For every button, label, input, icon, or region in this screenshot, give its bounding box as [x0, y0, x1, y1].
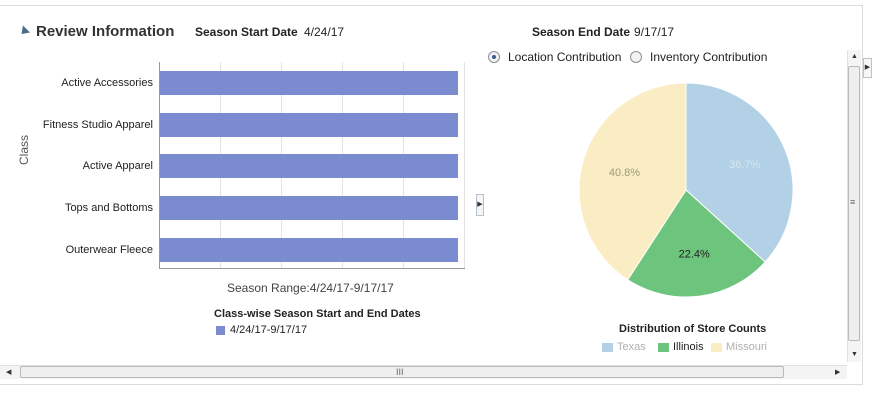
section-title: Review Information	[36, 23, 175, 40]
pie-slice-illinois[interactable]	[627, 189, 766, 298]
location-contribution-label[interactable]: Location Contribution	[508, 50, 622, 64]
pie-legend-label-illinois[interactable]: Illinois	[673, 341, 704, 353]
horizontal-grip-icon: III	[396, 367, 404, 377]
inventory-contribution-label[interactable]: Inventory Contribution	[650, 50, 768, 64]
pie-legend-swatch-missouri	[711, 343, 722, 352]
panel-top-border	[0, 5, 862, 6]
bar-tops-and-bottoms[interactable]	[160, 196, 458, 220]
season-start-value: 4/24/17	[304, 25, 345, 39]
vertical-scrollbar-thumb[interactable]	[848, 66, 860, 341]
pie-chart: 36.7% 22.4% 40.8%	[578, 82, 794, 298]
panel-bottom-border	[0, 384, 862, 385]
inventory-contribution-radio[interactable]	[630, 51, 642, 63]
bar-outerwear-fleece[interactable]	[160, 238, 458, 262]
bar-fitness-studio-apparel[interactable]	[160, 113, 458, 137]
pie-legend-swatch-texas	[602, 343, 613, 352]
season-end-value: 9/17/17	[634, 25, 675, 39]
bar-chart-y-axis-line	[159, 62, 160, 269]
bar-active-accessories[interactable]	[160, 71, 458, 95]
scroll-right-icon[interactable]: ▶	[835, 369, 841, 376]
bar-chart-x-axis-line	[159, 268, 465, 269]
pie-chart-title: Distribution of Store Counts	[619, 323, 767, 335]
bar-category-label: Outerwear Fleece	[65, 244, 153, 256]
bar-chart-plot-area	[159, 62, 465, 269]
scroll-down-icon[interactable]: ▼	[851, 351, 858, 358]
bar-active-apparel[interactable]	[160, 154, 458, 178]
panel-splitter-button[interactable]: ▶	[476, 194, 484, 216]
bar-category-label: Tops and Bottoms	[64, 202, 153, 214]
pie-legend-swatch-illinois	[658, 343, 669, 352]
bar-chart-x-axis-title: Season Range:4/24/17-9/17/17	[227, 281, 394, 295]
pie-slice-missouri[interactable]	[578, 82, 687, 281]
bar-legend-label[interactable]: 4/24/17-9/17/17	[230, 324, 308, 336]
pie-slice-label-missouri: 40.8%	[609, 167, 640, 179]
pie-slice-label-illinois: 22.4%	[679, 249, 710, 261]
panel-right-border	[862, 5, 863, 385]
bar-legend-title: Class-wise Season Start and End Dates	[214, 308, 421, 320]
vertical-grip-icon: ≡	[850, 197, 856, 207]
scroll-left-icon[interactable]: ◀	[6, 369, 12, 376]
location-contribution-radio[interactable]	[488, 51, 500, 63]
horizontal-scrollbar-thumb[interactable]	[20, 366, 784, 378]
pie-slice-texas[interactable]	[685, 82, 794, 263]
pie-legend-label-texas[interactable]: Texas	[617, 341, 646, 353]
collapse-triangle-icon[interactable]	[17, 25, 31, 38]
bar-legend-swatch	[216, 326, 225, 335]
season-end-label: Season End Date	[532, 25, 631, 39]
season-start-label: Season Start Date	[195, 25, 298, 39]
side-expand-button[interactable]: ▶	[863, 58, 872, 78]
scroll-up-icon[interactable]: ▲	[851, 53, 858, 60]
bar-category-label: Fitness Studio Apparel	[42, 119, 153, 131]
pie-legend-label-missouri[interactable]: Missouri	[726, 341, 767, 353]
bar-category-label: Active Apparel	[82, 160, 153, 172]
bar-category-label: Active Accessories	[61, 77, 153, 89]
gridline	[464, 62, 465, 269]
pie-slice-label-texas: 36.7%	[729, 159, 760, 171]
